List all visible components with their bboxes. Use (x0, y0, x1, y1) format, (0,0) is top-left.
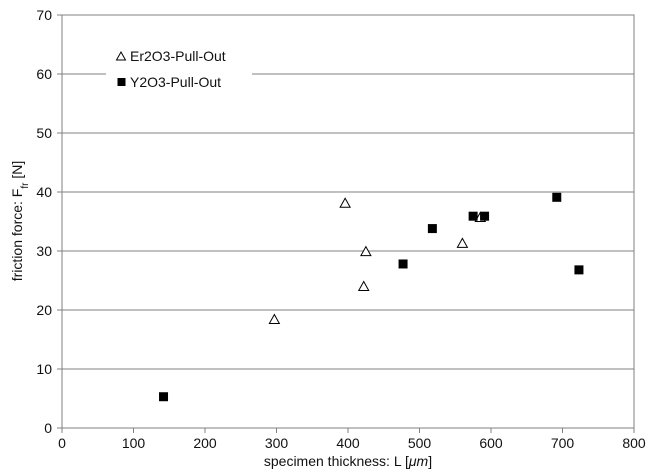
data-points (159, 192, 584, 402)
y-tick-label: 20 (36, 302, 52, 318)
legend-label-er2o3: Er2O3-Pull-Out (130, 48, 226, 64)
x-tick-label: 500 (408, 435, 432, 451)
y-tick-label: 10 (36, 361, 52, 377)
x-tick-label: 800 (622, 435, 646, 451)
legend-label-y2o3: Y2O3-Pull-Out (130, 74, 221, 90)
point-er2o3-pull-out (357, 280, 370, 291)
point-y2o3-pull-out (427, 224, 437, 234)
x-tick-label: 0 (58, 435, 66, 451)
legend: Er2O3-Pull-Out Y2O3-Pull-Out (106, 41, 252, 97)
x-tick-labels: 0 100 200 300 400 500 600 700 800 (58, 428, 646, 451)
y-tick-label: 60 (36, 66, 52, 82)
x-axis-title: specimen thickness: L [μm] (264, 453, 432, 469)
point-er2o3-pull-out (339, 197, 351, 208)
point-y2o3-pull-out (468, 211, 478, 221)
point-y2o3-pull-out (398, 259, 408, 269)
y-tick-label: 40 (36, 184, 52, 200)
y-tick-label: 0 (44, 420, 52, 436)
legend-marker-er2o3 (115, 50, 127, 61)
point-y2o3-pull-out (159, 392, 169, 402)
point-er2o3-pull-out (360, 245, 372, 257)
y-tick-label: 30 (36, 243, 52, 259)
gridlines (62, 73, 634, 370)
x-tick-label: 400 (336, 435, 360, 451)
point-er2o3-pull-out (268, 313, 281, 325)
x-tick-label: 100 (122, 435, 146, 451)
x-tick-label: 700 (551, 435, 575, 451)
point-y2o3-pull-out (480, 211, 490, 221)
point-er2o3-pull-out (456, 237, 469, 248)
y-tick-label: 70 (36, 7, 52, 23)
y-axis-title: friction force: Ffr [N] (9, 161, 31, 281)
point-y2o3-pull-out (574, 265, 584, 275)
y-tick-label: 50 (36, 125, 52, 141)
x-tick-label: 200 (193, 435, 217, 451)
legend-marker-y2o3 (117, 78, 126, 86)
y-tick-labels: 0 10 20 30 40 50 60 70 (36, 7, 62, 436)
x-tick-label: 600 (479, 435, 503, 451)
point-y2o3-pull-out (552, 192, 562, 202)
legend-box (106, 41, 252, 97)
x-tick-label: 300 (265, 435, 289, 451)
